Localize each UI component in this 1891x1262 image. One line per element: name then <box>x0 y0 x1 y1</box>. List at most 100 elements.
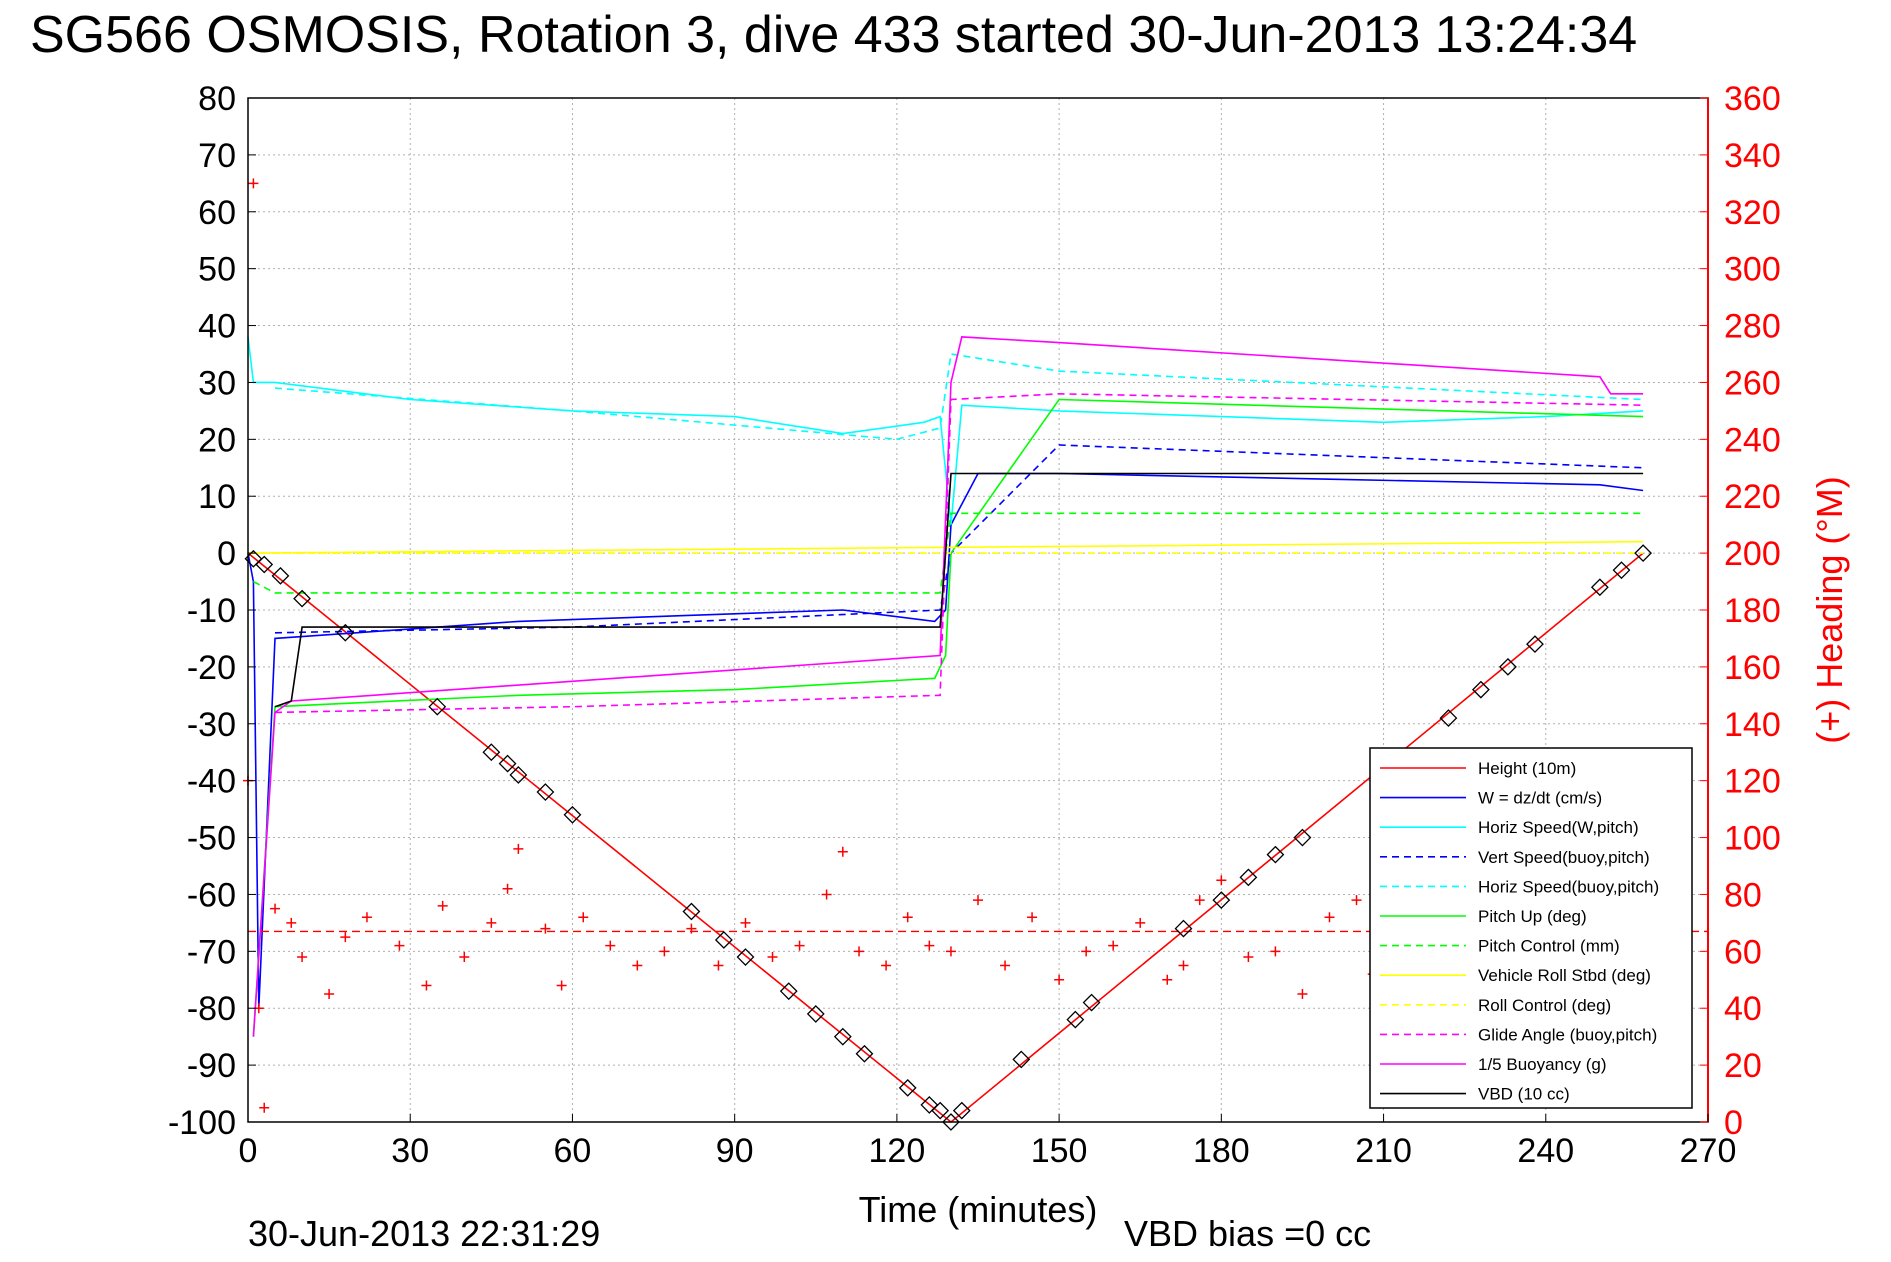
x-tick-label: 30 <box>391 1132 429 1170</box>
y-tick-label: -80 <box>187 990 236 1028</box>
heading-point <box>1054 974 1065 985</box>
heading-point <box>1351 895 1362 906</box>
y-tick-label: 50 <box>198 251 236 289</box>
sample-marker <box>1012 1050 1031 1069</box>
sample-marker <box>931 1101 950 1120</box>
series-line <box>252 336 1644 1037</box>
sample-marker <box>1212 891 1231 910</box>
sample-marker <box>1590 578 1609 597</box>
heading-point <box>459 952 470 963</box>
y2-tick-label: 240 <box>1724 421 1781 459</box>
sample-marker <box>1471 680 1490 699</box>
heading-point <box>837 846 848 857</box>
x-tick-label: 150 <box>1031 1132 1088 1170</box>
legend-box <box>1369 747 1693 1109</box>
y2-tick-label: 60 <box>1724 933 1762 971</box>
heading-point <box>248 178 259 189</box>
x-tick-label: 210 <box>1355 1132 1412 1170</box>
sample-marker <box>1239 868 1258 887</box>
heading-point <box>1178 960 1189 971</box>
x-axis-ticks: 0 30 60 90 120 150 180 210 240 270 <box>239 1114 1736 1170</box>
x-tick-label: 120 <box>869 1132 926 1170</box>
heading-point <box>324 989 335 999</box>
heading-point <box>659 946 670 957</box>
heading-point <box>486 917 497 928</box>
heading-point <box>1162 974 1173 985</box>
y-axis-ticks: 80 70 60 50 40 30 20 10 0 -10 -20 -30 -40 -50 -60 -70 -8… <box>168 80 256 1142</box>
legend-label: Vehicle Roll Stbd (deg) <box>1478 966 1651 985</box>
sample-marker <box>498 754 517 773</box>
y-tick-label: -40 <box>187 763 236 801</box>
heading-point <box>1270 946 1281 957</box>
heading-point <box>1081 946 1092 957</box>
heading-point <box>1135 917 1146 928</box>
y2-tick-label: 0 <box>1724 1104 1743 1142</box>
sample-marker <box>833 1027 852 1046</box>
series-line <box>247 336 1644 525</box>
x-tick-label: 0 <box>239 1132 258 1170</box>
y-tick-label: -30 <box>187 706 236 744</box>
heading-point <box>1297 989 1308 999</box>
heading-point <box>821 889 832 900</box>
heading-point <box>794 940 805 951</box>
y2-tick-label: 20 <box>1724 1047 1762 1085</box>
footer-timestamp: 30-Jun-2013 22:31:29 <box>248 1213 600 1254</box>
sample-marker <box>1612 561 1631 580</box>
y-tick-label: -70 <box>187 933 236 971</box>
x-tick-label: 180 <box>1193 1132 1250 1170</box>
heading-point <box>632 960 643 971</box>
sample-marker <box>682 902 701 921</box>
y-tick-label: 20 <box>198 421 236 459</box>
y-tick-label: -60 <box>187 876 236 914</box>
heading-point <box>924 940 935 951</box>
footer-vbd-bias: VBD bias =0 cc <box>1124 1213 1371 1254</box>
heading-point <box>902 912 913 923</box>
y2-tick-label: 260 <box>1724 364 1781 402</box>
legend-label: W = dz/dt (cm/s) <box>1478 789 1602 808</box>
sample-marker <box>428 697 447 716</box>
heading-point <box>556 980 567 991</box>
y-tick-label: 60 <box>198 194 236 232</box>
heading-point <box>605 940 616 951</box>
y-tick-label: -50 <box>187 820 236 858</box>
y-tick-label: -20 <box>187 649 236 687</box>
x-tick-label: 90 <box>716 1132 754 1170</box>
sample-marker <box>1439 709 1458 728</box>
sample-marker <box>1174 919 1193 938</box>
sample-marker <box>898 1078 917 1097</box>
sample-marker <box>1526 635 1544 654</box>
sample-marker <box>779 982 798 1001</box>
x-tick-label: 240 <box>1517 1132 1574 1170</box>
heading-point <box>540 923 551 934</box>
heading-point <box>361 912 372 923</box>
legend-label: Horiz Speed(buoy,pitch) <box>1478 877 1659 896</box>
y2-tick-label: 140 <box>1724 706 1781 744</box>
series-line <box>274 392 1644 714</box>
sample-marker <box>806 1004 825 1023</box>
sample-marker <box>1634 544 1653 563</box>
heading-point <box>854 946 865 957</box>
y-tick-label: -100 <box>168 1104 236 1142</box>
series-line <box>274 353 1644 441</box>
chart-title: SG566 OSMOSIS, Rotation 3, dive 433 star… <box>30 6 1637 64</box>
sample-marker <box>1066 1010 1085 1029</box>
sample-marker <box>563 805 582 824</box>
y-tick-label: -10 <box>187 592 236 630</box>
y2-tick-label: 80 <box>1724 876 1762 914</box>
sample-marker <box>1266 845 1285 864</box>
heading-point <box>881 960 892 971</box>
heading-point <box>502 883 513 894</box>
series-line <box>252 398 1644 1037</box>
series-line <box>274 444 1644 634</box>
heading-point <box>945 946 956 957</box>
y2-tick-label: 120 <box>1724 763 1781 801</box>
legend-label: Roll Control (deg) <box>1478 996 1611 1015</box>
legend-label: Vert Speed(buoy,pitch) <box>1478 848 1650 867</box>
y-tick-label: -90 <box>187 1047 236 1085</box>
sample-marker <box>855 1044 874 1063</box>
sample-marker <box>536 783 555 801</box>
sample-marker <box>255 555 274 574</box>
sample-marker <box>1499 657 1517 676</box>
y2-axis-label: (+) Heading (°M) <box>1809 476 1850 743</box>
